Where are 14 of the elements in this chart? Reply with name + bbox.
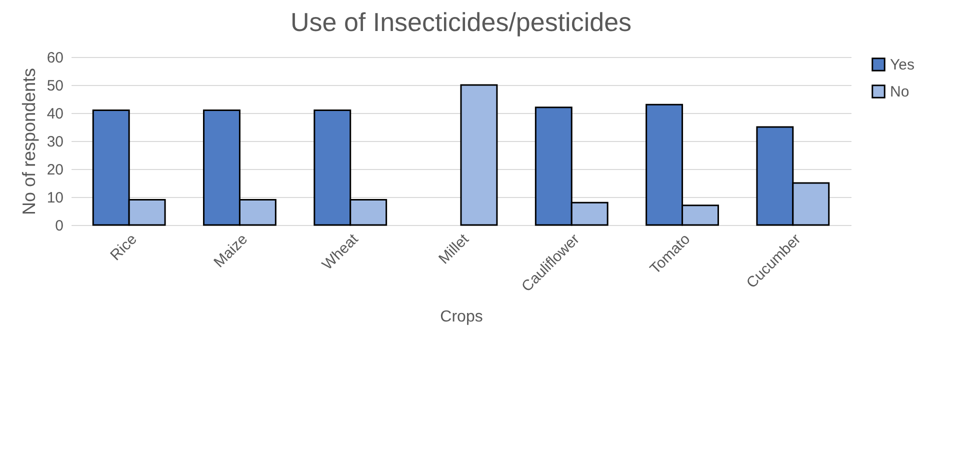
y-tick-label: 50 (46, 78, 64, 94)
legend-label: No (890, 84, 910, 100)
chart-title: Use of Insecticides/pesticides (290, 7, 632, 37)
y-tick-label: 40 (46, 106, 64, 122)
y-tick-label: 30 (46, 134, 64, 150)
y-tick-label: 10 (46, 190, 64, 206)
y-axis-title: No of respondents (18, 68, 39, 216)
x-axis-title: Crops (440, 308, 483, 326)
bar (460, 84, 498, 226)
x-tick-label: Rice (107, 230, 140, 264)
y-tick-label: 60 (46, 50, 64, 66)
y-tick-label: 0 (55, 218, 64, 234)
legend-label: Yes (890, 56, 914, 74)
y-tick-label: 20 (46, 162, 64, 178)
